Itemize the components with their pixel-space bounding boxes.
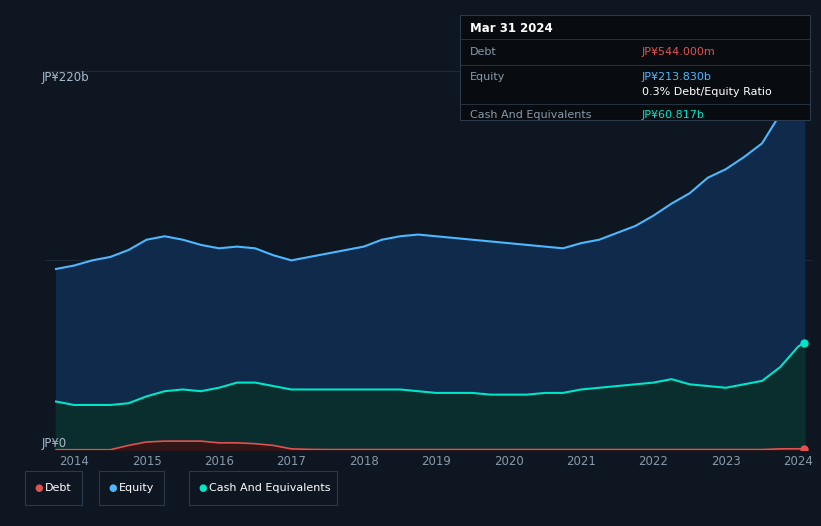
Text: 0.3% Debt/Equity Ratio: 0.3% Debt/Equity Ratio bbox=[642, 87, 772, 97]
Text: Mar 31 2024: Mar 31 2024 bbox=[470, 22, 553, 35]
Text: Equity: Equity bbox=[470, 72, 505, 82]
Text: JP¥0: JP¥0 bbox=[41, 437, 67, 450]
Text: Debt: Debt bbox=[470, 47, 497, 57]
Text: JP¥220b: JP¥220b bbox=[41, 71, 89, 84]
Text: ●: ● bbox=[34, 483, 43, 493]
Text: Cash And Equivalents: Cash And Equivalents bbox=[209, 483, 331, 493]
Text: Cash And Equivalents: Cash And Equivalents bbox=[470, 110, 591, 120]
Text: Debt: Debt bbox=[45, 483, 72, 493]
Text: Equity: Equity bbox=[119, 483, 154, 493]
Text: JP¥213.830b: JP¥213.830b bbox=[642, 72, 712, 82]
Text: JP¥60.817b: JP¥60.817b bbox=[642, 110, 705, 120]
Text: ●: ● bbox=[199, 483, 207, 493]
Text: JP¥544.000m: JP¥544.000m bbox=[642, 47, 716, 57]
Text: ●: ● bbox=[108, 483, 117, 493]
